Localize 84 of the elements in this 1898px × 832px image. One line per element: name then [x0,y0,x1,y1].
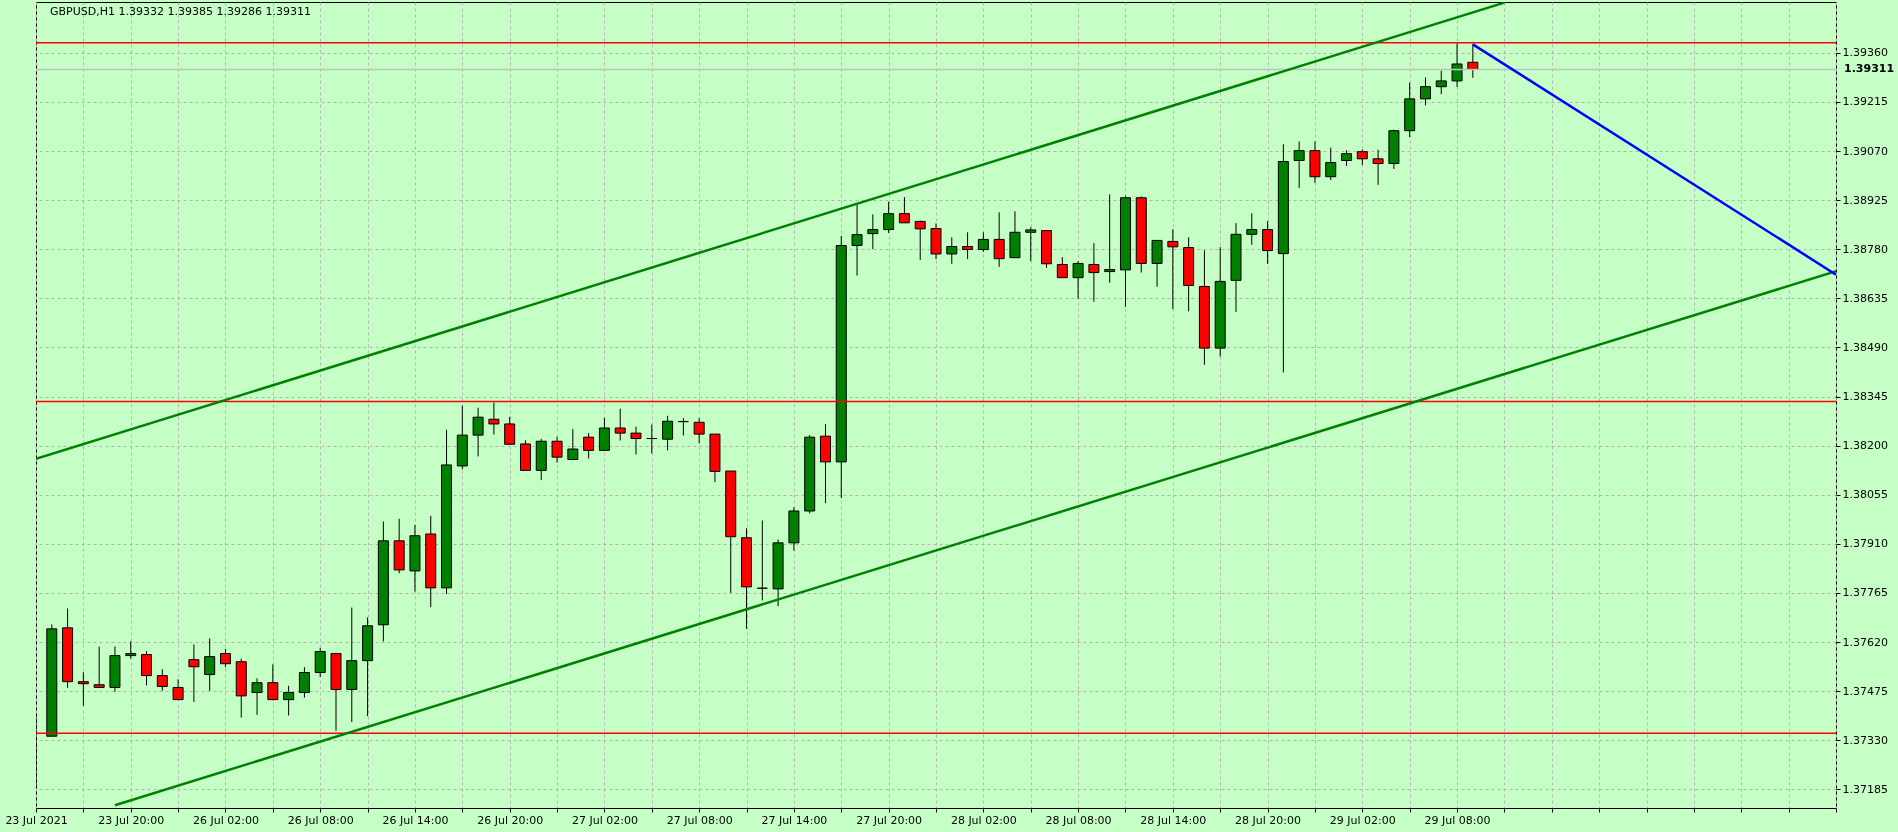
y-tick-label: 1.37620 [1842,635,1888,649]
x-tick-label: 27 Jul 08:00 [666,813,733,827]
candlestick [1293,141,1305,189]
y-tick-label: 1.38055 [1842,488,1888,502]
candlestick [567,428,579,461]
candlestick [630,426,642,455]
candlestick [662,415,674,451]
candlestick [188,643,200,703]
candlestick [1451,42,1463,88]
y-tick-label: 1.37910 [1842,537,1888,551]
candlestick [156,668,168,692]
y-tick-label: 1.37330 [1842,733,1888,747]
candlestick [1325,147,1337,181]
candlestick [1262,220,1274,265]
y-tick-label: 1.39215 [1842,95,1888,109]
candlestick [977,231,989,253]
y-tick-label: 1.38780 [1842,242,1888,256]
candlestick [267,663,279,701]
candlestick [1246,212,1258,246]
candlestick [283,685,295,717]
candlestick [614,408,626,442]
y-tick-label: 1.38200 [1842,439,1888,453]
candlestick [962,231,974,260]
candlestick [1104,193,1116,284]
x-tick-label: 27 Jul 14:00 [761,813,828,827]
candlestick [204,637,216,692]
candlestick [314,647,326,678]
x-tick-label: 28 Jul 14:00 [1140,813,1207,827]
candlestick [993,211,1005,268]
candlestick [677,417,689,436]
candlestick [1072,260,1084,300]
candlestick [77,671,89,707]
candlestick [883,201,895,234]
candlestick [472,407,484,457]
candlestick [898,196,910,224]
candlestick [914,219,926,261]
candlestick [1167,228,1179,310]
x-tick-label: 28 Jul 08:00 [1045,813,1112,827]
x-tick-label: 23 Jul 20:00 [98,813,165,827]
y-tick-label: 1.37475 [1842,684,1888,698]
x-tick-label: 26 Jul 02:00 [192,813,259,827]
x-tick-label: 28 Jul 20:00 [1235,813,1302,827]
candlestick [867,213,879,250]
x-tick-label: 23 Jul 2021 [5,813,68,827]
candlestick [504,416,516,445]
candlestick [583,432,595,460]
candlestick [1088,242,1100,303]
y-tick-label: 1.39070 [1842,144,1888,158]
x-tick-label: 27 Jul 02:00 [571,813,638,827]
candlestick [1435,70,1447,95]
ref-line-label: 1.39311 [1844,62,1895,76]
candlestick [1151,239,1163,288]
x-tick-label: 27 Jul 20:00 [856,813,923,827]
x-tick-label: 26 Jul 14:00 [382,813,449,827]
y-tick-label: 1.38925 [1842,193,1888,207]
candlestick [1025,226,1037,262]
candlestick [551,436,563,464]
chart-title: GBPUSD,H1 1.39332 1.39385 1.39286 1.39311 [50,5,311,18]
candlestick [219,648,231,668]
candlestick [251,677,263,716]
candlestick [851,204,863,277]
candlestick [93,645,105,688]
y-tick-label: 1.38490 [1842,340,1888,354]
y-tick-label: 1.37185 [1842,782,1888,796]
candlestick [756,519,768,601]
y-tick-label: 1.38635 [1842,291,1888,305]
candlestick [1419,77,1431,106]
y-tick-label: 1.39360 [1842,46,1888,60]
x-tick-label: 26 Jul 20:00 [477,813,544,827]
candlestick [141,650,153,686]
candlestick [172,678,184,701]
candlestick [693,417,705,444]
x-tick-label: 29 Jul 08:00 [1424,813,1491,827]
candlestick [1372,149,1384,186]
candlestick [1056,256,1068,279]
x-tick-label: 29 Jul 02:00 [1329,813,1396,827]
y-tick-label: 1.37765 [1842,586,1888,600]
x-tick-label: 26 Jul 08:00 [287,813,354,827]
candlestick [598,417,610,451]
x-tick-label: 28 Jul 02:00 [950,813,1017,827]
candlestick [646,424,658,454]
candlestick [946,236,958,265]
candlestick [298,666,310,699]
y-tick-label: 1.38345 [1842,390,1888,404]
